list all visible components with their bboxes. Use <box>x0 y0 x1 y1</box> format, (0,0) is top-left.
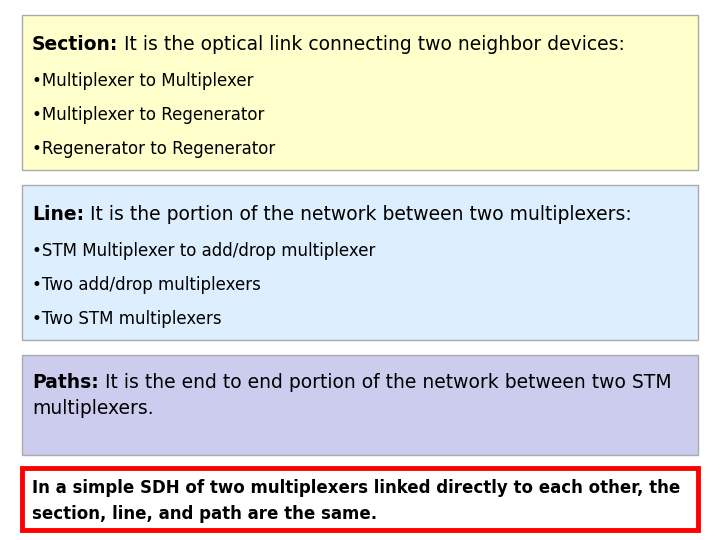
FancyBboxPatch shape <box>22 15 698 170</box>
Text: •Regenerator to Regenerator: •Regenerator to Regenerator <box>32 140 275 158</box>
Text: It is the portion of the network between two multiplexers:: It is the portion of the network between… <box>84 205 632 224</box>
Text: Line:: Line: <box>32 205 84 224</box>
FancyBboxPatch shape <box>22 355 698 455</box>
Text: In a simple SDH of two multiplexers linked directly to each other, the
section, : In a simple SDH of two multiplexers link… <box>32 479 680 523</box>
Text: Section:: Section: <box>32 35 118 54</box>
Text: It is the end to end portion of the network between two STM: It is the end to end portion of the netw… <box>99 373 671 392</box>
FancyBboxPatch shape <box>22 185 698 340</box>
Text: multiplexers.: multiplexers. <box>32 399 153 418</box>
FancyBboxPatch shape <box>22 468 698 530</box>
Text: •STM Multiplexer to add/drop multiplexer: •STM Multiplexer to add/drop multiplexer <box>32 242 375 260</box>
Text: Paths:: Paths: <box>32 373 99 392</box>
Text: It is the optical link connecting two neighbor devices:: It is the optical link connecting two ne… <box>118 35 625 54</box>
Text: •Multiplexer to Multiplexer: •Multiplexer to Multiplexer <box>32 72 253 90</box>
Text: •Multiplexer to Regenerator: •Multiplexer to Regenerator <box>32 106 264 124</box>
Text: •Two STM multiplexers: •Two STM multiplexers <box>32 310 222 328</box>
Text: •Two add/drop multiplexers: •Two add/drop multiplexers <box>32 276 261 294</box>
